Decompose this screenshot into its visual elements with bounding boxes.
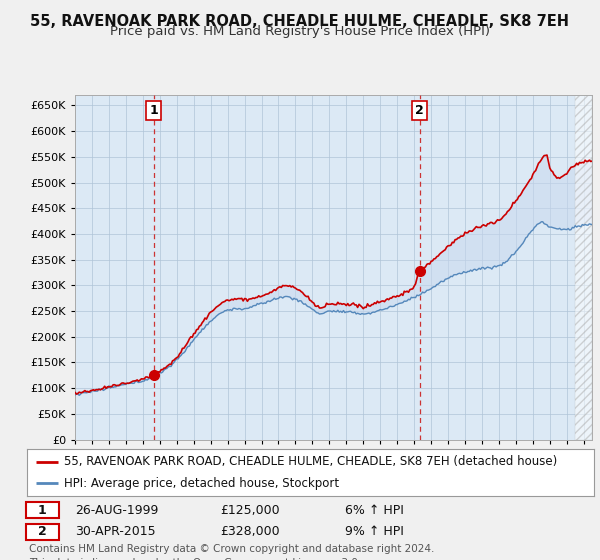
Text: £125,000: £125,000 (220, 503, 280, 516)
Text: 6% ↑ HPI: 6% ↑ HPI (344, 503, 403, 516)
Text: 26-AUG-1999: 26-AUG-1999 (75, 503, 158, 516)
Text: £328,000: £328,000 (220, 525, 280, 538)
Text: 30-APR-2015: 30-APR-2015 (75, 525, 156, 538)
Text: 55, RAVENOAK PARK ROAD, CHEADLE HULME, CHEADLE, SK8 7EH: 55, RAVENOAK PARK ROAD, CHEADLE HULME, C… (31, 14, 569, 29)
Text: 2: 2 (415, 104, 424, 117)
FancyBboxPatch shape (26, 524, 59, 540)
FancyBboxPatch shape (26, 502, 59, 518)
Text: 1: 1 (149, 104, 158, 117)
Bar (575, 95, 592, 440)
Text: 55, RAVENOAK PARK ROAD, CHEADLE HULME, CHEADLE, SK8 7EH (detached house): 55, RAVENOAK PARK ROAD, CHEADLE HULME, C… (64, 455, 557, 468)
Text: Price paid vs. HM Land Registry's House Price Index (HPI): Price paid vs. HM Land Registry's House … (110, 25, 490, 38)
Text: 1: 1 (38, 503, 47, 516)
Text: Contains HM Land Registry data © Crown copyright and database right 2024.
This d: Contains HM Land Registry data © Crown c… (29, 544, 434, 560)
Text: 2: 2 (38, 525, 47, 538)
Text: HPI: Average price, detached house, Stockport: HPI: Average price, detached house, Stoc… (64, 477, 339, 489)
Text: 9% ↑ HPI: 9% ↑ HPI (344, 525, 403, 538)
